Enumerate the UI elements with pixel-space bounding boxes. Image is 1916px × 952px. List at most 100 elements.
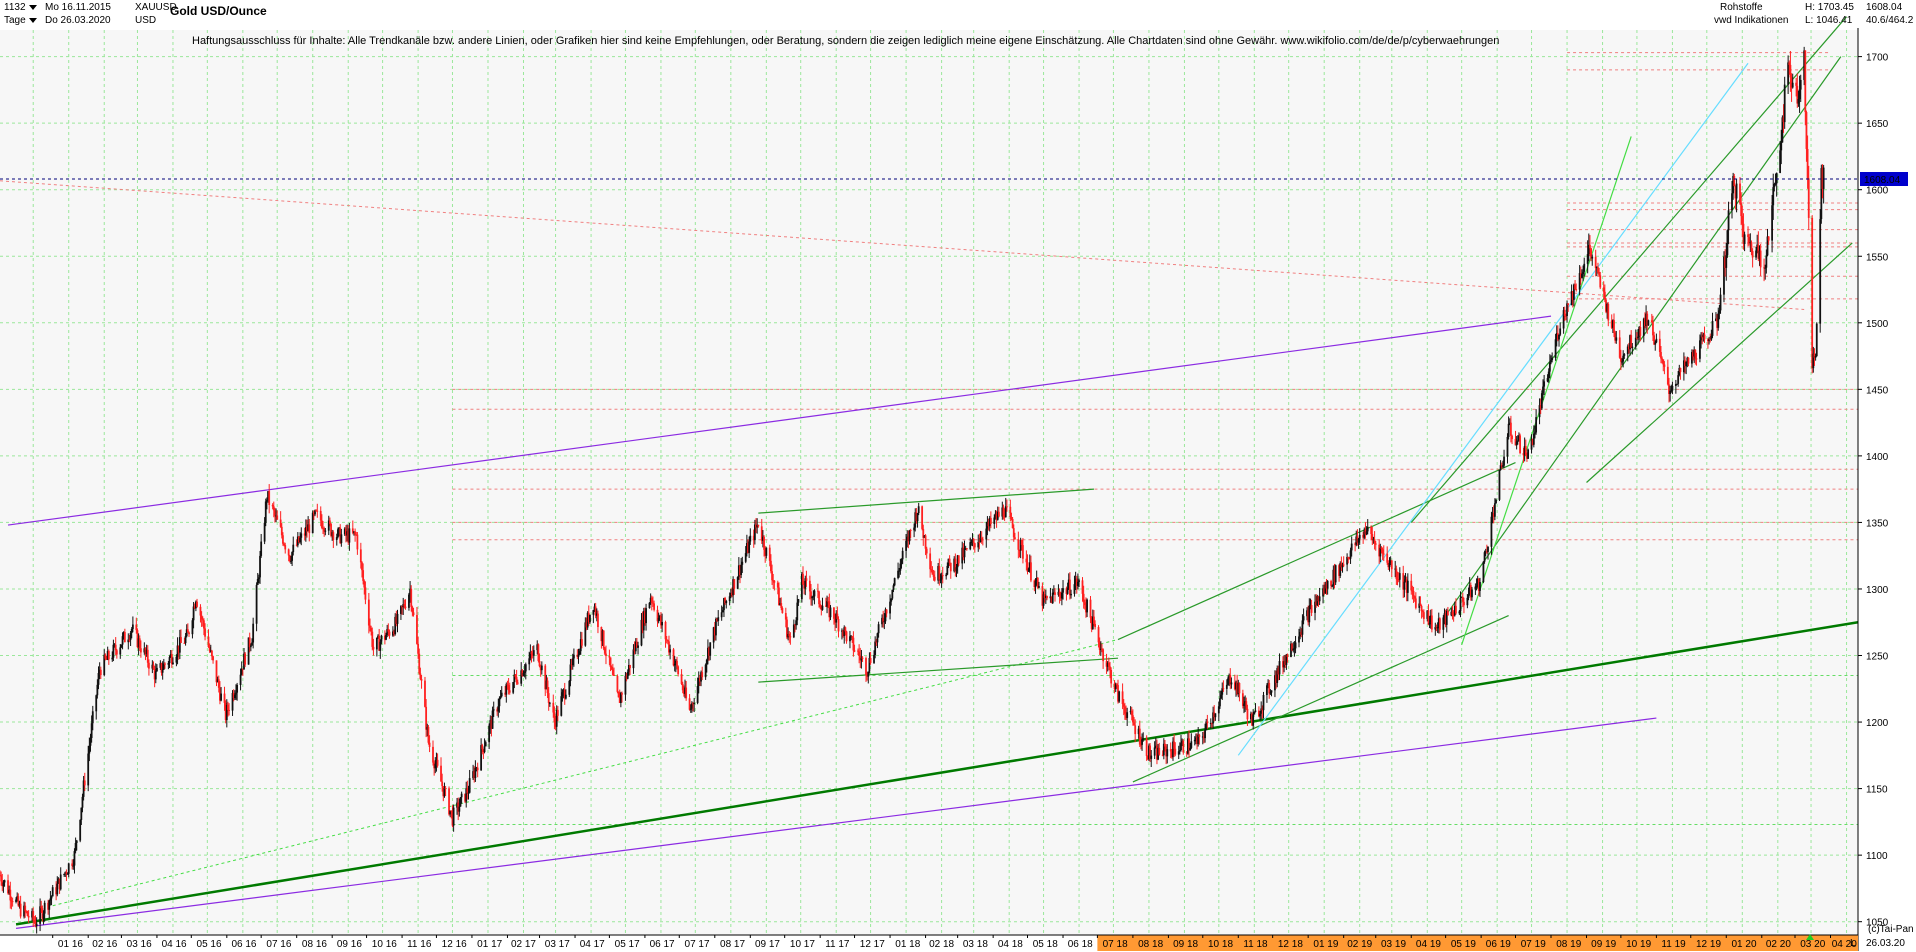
candle-body	[786, 619, 788, 638]
candle-body	[1610, 320, 1613, 328]
candle-body	[1153, 747, 1156, 756]
candle-body	[353, 531, 355, 533]
candle-body	[1342, 564, 1345, 566]
candle-body	[1266, 685, 1268, 695]
candle-body	[508, 690, 511, 693]
candle-body	[819, 604, 822, 608]
symbol-selector[interactable]: 1132	[4, 2, 37, 14]
candle-body	[1113, 683, 1116, 690]
candle-body	[1038, 586, 1040, 588]
candle-body	[467, 792, 470, 794]
candle-body	[876, 633, 879, 643]
candle-body	[1129, 710, 1132, 713]
candle-body	[1687, 357, 1690, 364]
candle-body	[1567, 303, 1570, 306]
candle-body	[1598, 271, 1601, 276]
candle-body	[156, 667, 158, 672]
candle-body	[1671, 385, 1674, 391]
candle-body	[1049, 596, 1052, 599]
candle-body	[1178, 750, 1181, 752]
candle-body	[354, 531, 357, 535]
candle-body	[1284, 661, 1287, 665]
period-selector[interactable]: Tage	[4, 15, 37, 27]
candle-body	[137, 638, 140, 648]
candle-body	[1686, 357, 1689, 362]
candle-body	[308, 524, 311, 534]
candle-body	[708, 647, 710, 656]
candle-body	[1822, 167, 1825, 189]
candle-body	[1161, 754, 1164, 756]
candle-body	[1590, 248, 1592, 259]
candle-body	[859, 655, 862, 661]
candle-body	[1637, 336, 1639, 338]
candle-body	[1067, 579, 1070, 589]
candle-body	[1644, 318, 1646, 327]
candle-body	[194, 601, 197, 609]
x-tick-label: 05 18	[1033, 939, 1058, 950]
candle-body	[255, 584, 258, 624]
candle-body	[512, 682, 515, 693]
candle-body	[79, 819, 82, 841]
candle-body	[1318, 596, 1321, 602]
candle-body	[619, 693, 622, 704]
candle-body	[584, 622, 587, 646]
candle-body	[129, 632, 132, 640]
candle-body	[212, 656, 214, 661]
candle-body	[1245, 701, 1248, 709]
candle-body	[204, 628, 206, 637]
candle-body	[597, 613, 599, 628]
candle-body	[1193, 739, 1196, 742]
candle-body	[836, 613, 839, 619]
candle-body	[1618, 337, 1621, 358]
candle-body	[1422, 612, 1425, 619]
candle-body	[1164, 743, 1166, 747]
candle-body	[243, 653, 245, 670]
candle-body	[465, 788, 468, 802]
y-tick-label: 1650	[1866, 119, 1889, 130]
candle-body	[449, 810, 452, 815]
candle-body	[1419, 603, 1422, 606]
candle-body	[1723, 256, 1725, 295]
candle-body	[1196, 737, 1198, 744]
candle-body	[747, 543, 749, 553]
candle-body	[1378, 544, 1381, 557]
candle-body	[148, 662, 150, 669]
candle-body	[642, 611, 645, 631]
candle-body	[915, 512, 918, 522]
y-tick-label: 1550	[1866, 252, 1889, 263]
candle-body	[827, 601, 830, 603]
candle-body	[296, 536, 299, 546]
candle-body	[23, 905, 25, 917]
candle-body	[452, 807, 455, 826]
candle-body	[1290, 643, 1292, 657]
candle-body	[172, 662, 174, 665]
candle-body	[1427, 610, 1430, 625]
candle-body	[602, 630, 605, 649]
candle-body	[167, 663, 170, 665]
candle-body	[1054, 592, 1056, 595]
candle-body	[433, 762, 436, 769]
candle-body	[1089, 599, 1092, 618]
trendline	[1117, 461, 1516, 641]
candle-body	[676, 660, 678, 667]
candle-body	[616, 675, 619, 692]
candle-body	[1623, 354, 1626, 356]
candle-body	[1515, 441, 1518, 446]
x-tick-label: 11 16	[407, 939, 432, 950]
candle-body	[1165, 746, 1168, 757]
candle-body	[834, 618, 836, 623]
candle-body	[451, 810, 454, 826]
candle-body	[175, 656, 178, 663]
candle-body	[1373, 539, 1376, 544]
candle-body	[1277, 668, 1280, 675]
candle-body	[1251, 713, 1253, 726]
candle-body	[1317, 596, 1320, 602]
candle-body	[882, 617, 885, 622]
candle-body	[1326, 581, 1329, 589]
candle-body	[188, 632, 190, 635]
x-tick-label: 12 18	[1278, 939, 1303, 950]
candle-body	[1380, 547, 1383, 550]
candle-body	[491, 710, 494, 729]
candle-body	[1555, 332, 1558, 340]
